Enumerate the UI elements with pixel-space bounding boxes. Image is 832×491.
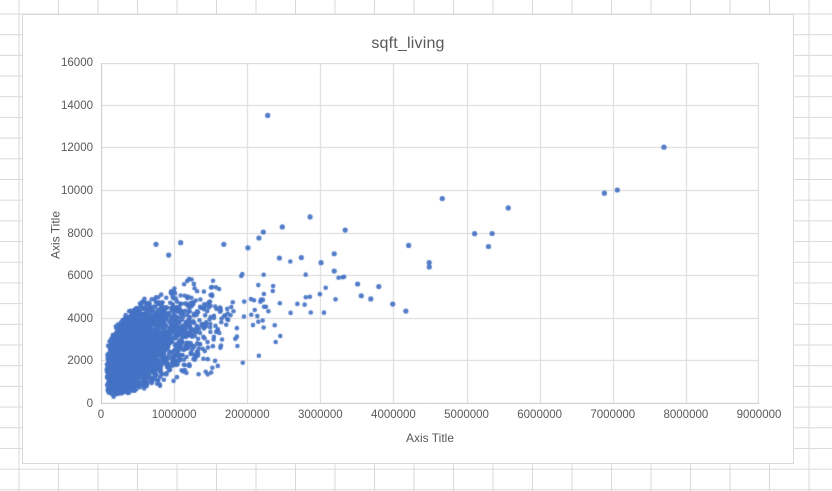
chart-title: sqft_living <box>371 35 445 52</box>
x-tick-label: 3000000 <box>297 409 343 421</box>
x-tick-label: 8000000 <box>663 409 709 421</box>
y-tick-label: 0 <box>86 398 93 410</box>
y-tick-label: 6000 <box>67 270 93 283</box>
x-tick-label: 0 <box>97 409 105 421</box>
y-tick-label: 12000 <box>61 142 93 155</box>
x-tick-label: 1000000 <box>151 409 197 421</box>
chart-object[interactable]: sqft_living Axis Title 0 2000 4000 6000 8000… <box>22 14 794 464</box>
x-tick-label: 4000000 <box>371 409 416 421</box>
x-axis-title: Axis Title <box>405 431 454 445</box>
y-tick-label: 10000 <box>61 184 93 197</box>
x-tick-label: 5000000 <box>444 409 489 421</box>
x-tick-label: 9000000 <box>736 409 782 421</box>
y-tick-label: 8000 <box>67 227 93 240</box>
plot-area <box>101 63 759 404</box>
y-tick-label: 16000 <box>61 57 93 69</box>
y-tick-label: 14000 <box>61 99 93 112</box>
x-tick-label: 2000000 <box>224 409 270 421</box>
x-tick-label: 7000000 <box>590 409 636 421</box>
y-tick-label: 4000 <box>67 312 93 325</box>
y-tick-label: 2000 <box>67 355 93 368</box>
x-tick-label: 6000000 <box>517 409 563 421</box>
